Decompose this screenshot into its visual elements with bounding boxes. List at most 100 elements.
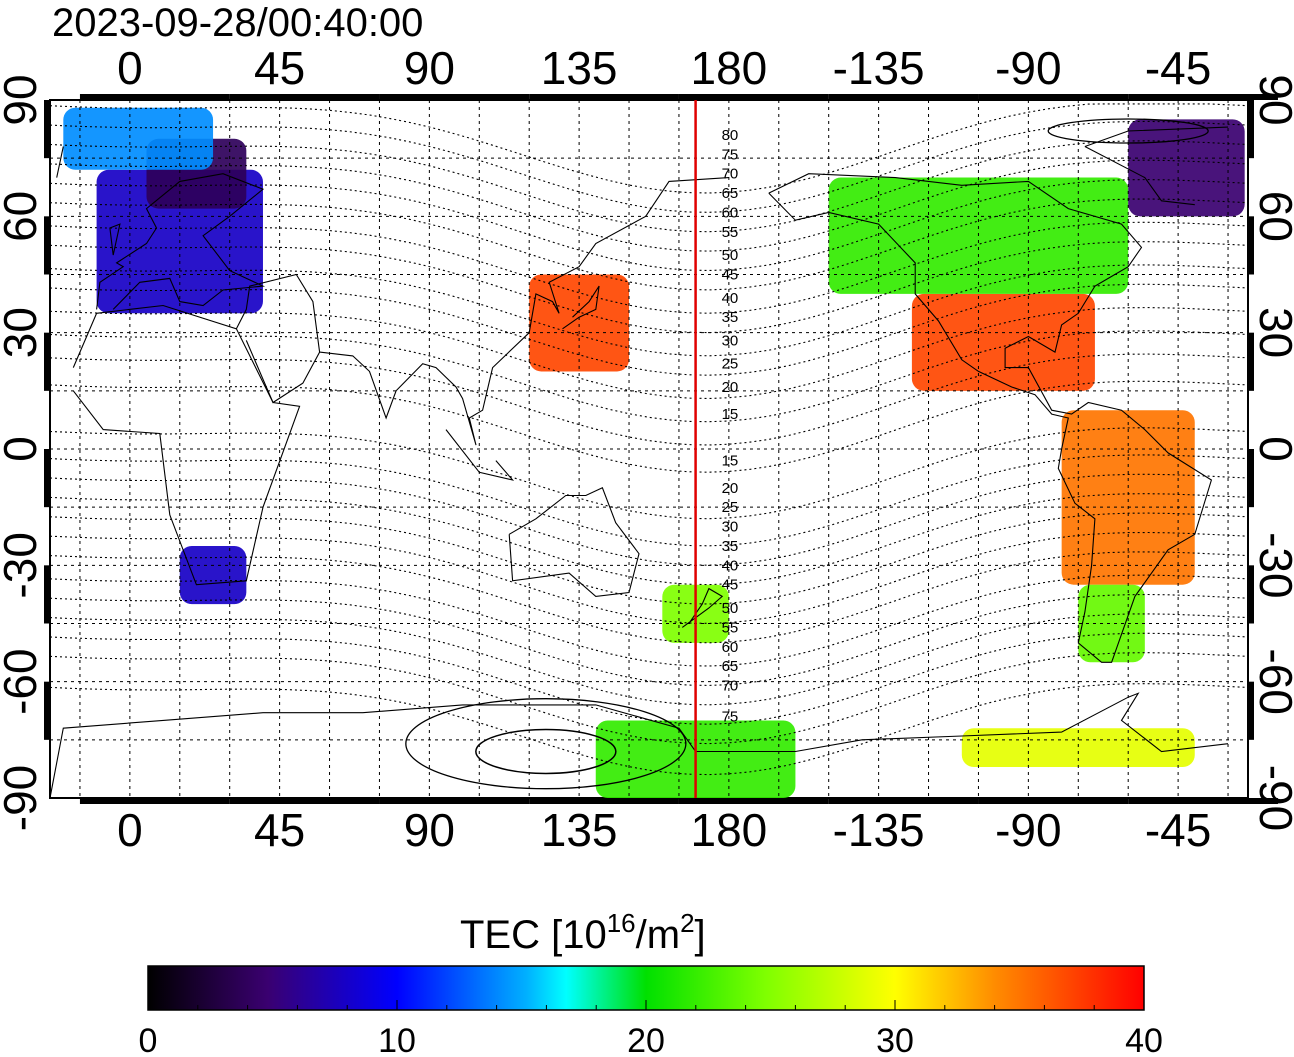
contour-label: 45 (722, 577, 739, 594)
contour-line (50, 198, 1248, 291)
frame-segment (44, 216, 50, 275)
graticule (50, 100, 1248, 798)
contour-line (50, 652, 1248, 745)
frame-segment (79, 94, 230, 100)
frame-segment (1248, 565, 1254, 624)
frame-segment (1248, 332, 1254, 391)
frame-segment (1128, 94, 1278, 100)
contour-line (50, 120, 1248, 213)
colorbar: TEC [1016/m2] 0 10 20 30 40 (139, 908, 1163, 1057)
lon-tick-label-bottom: 45 (254, 804, 305, 856)
lat-tick-label-right: 60 (1250, 191, 1294, 242)
contour-label: 55 (722, 619, 739, 636)
lon-tick-label-bottom: -90 (995, 804, 1061, 856)
coastline (681, 587, 724, 628)
contour-line (50, 531, 1248, 624)
contour-label: 75 (722, 146, 739, 163)
contour-line (50, 307, 1248, 400)
contour-label: 25 (722, 356, 739, 373)
contour-line (50, 512, 1248, 605)
frame-segment (229, 94, 380, 100)
coastline (72, 304, 301, 586)
contour-label: 50 (722, 600, 739, 617)
lon-tick-label-top: -45 (1145, 42, 1211, 94)
contour-label: 30 (722, 519, 739, 536)
lon-tick-label-top: -135 (833, 42, 925, 94)
contour-line (50, 632, 1248, 725)
frame-segment (1248, 449, 1254, 508)
frame-segment (978, 94, 1129, 100)
tec-region-southern-africa (179, 545, 247, 605)
frame-segment (379, 94, 530, 100)
contour-line (50, 179, 1248, 272)
lat-tick-label-right: 0 (1250, 436, 1294, 462)
contour-label: 60 (722, 639, 739, 656)
frame-segment (229, 798, 380, 804)
contour-line (50, 593, 1248, 686)
pole-contour (405, 698, 687, 790)
lat-tick-label-left: 60 (0, 191, 46, 242)
tec-region-arctic-west (63, 107, 214, 170)
contour-label: 35 (722, 309, 739, 326)
lon-tick-label-bottom: 180 (690, 804, 767, 856)
contour-line (50, 427, 1248, 520)
lon-tick-label-bottom: -135 (833, 804, 925, 856)
coastline (109, 223, 121, 256)
colorbar-tick-label: 30 (876, 1022, 914, 1057)
frame-segment (1128, 798, 1278, 804)
contour-line (50, 551, 1248, 644)
contour-line (50, 159, 1248, 252)
coastline (56, 126, 1229, 206)
lon-tick-label-top: 0 (117, 42, 143, 94)
lon-tick-label-top: 45 (254, 42, 305, 94)
contour-label: 60 (722, 204, 739, 221)
frame-segment (678, 798, 829, 804)
lat-tick-label-left: 30 (0, 307, 46, 358)
frame-segment (678, 94, 829, 100)
contour-label: 70 (722, 166, 739, 183)
contour-line (50, 613, 1248, 706)
contour-label: 70 (722, 678, 739, 695)
lon-tick-label-bottom: 90 (404, 804, 455, 856)
frame-segment (1248, 216, 1254, 275)
tec-region-south-america (1061, 410, 1195, 585)
contour-line (50, 493, 1248, 586)
map-panel: 80 75 70 65 60 55 50 45 40 35 30 25 20 15 15 20 25 30 35 40… (44, 94, 1278, 804)
lon-tick-label-top: 90 (404, 42, 455, 94)
colorbar-ticks: 0 10 20 30 40 (139, 1000, 1163, 1057)
lat-axis-right: 90 60 30 0 -30 -60 -90 (1250, 74, 1294, 831)
lon-tick-label-bottom: 135 (541, 804, 618, 856)
tec-region-north-america-south (911, 293, 1095, 391)
tec-region-antarctic-atlantic (961, 728, 1195, 767)
frame-segment (44, 449, 50, 508)
contour-lines (50, 103, 1248, 790)
coastline (562, 285, 600, 330)
lat-tick-label-left: -60 (0, 648, 46, 714)
contour-label: 15 (722, 406, 739, 423)
frame-segment (1248, 100, 1254, 159)
contour-label: 50 (722, 247, 739, 264)
lon-axis-top: 0 45 90 135 180 -135 -90 -45 (117, 42, 1211, 94)
contour-label: 45 (722, 267, 739, 284)
coastline (96, 173, 266, 310)
colorbar-title: TEC [1016/m2] (460, 908, 706, 957)
contour-label: 20 (722, 480, 739, 497)
contour-label: 30 (722, 332, 739, 349)
coastline (50, 692, 1229, 798)
coastlines (50, 126, 1229, 798)
lat-tick-label-right: 30 (1250, 307, 1294, 358)
lon-tick-label-top: 180 (690, 42, 767, 94)
contour-label: 20 (722, 379, 739, 396)
contour-label: 80 (722, 127, 739, 144)
contour-line (50, 353, 1248, 446)
pole-contour (475, 728, 617, 775)
coastline (768, 173, 1213, 663)
axis-frame-ticks (44, 94, 1278, 804)
contour-label: 65 (722, 658, 739, 675)
frame-segment (828, 94, 979, 100)
lat-axis-left: 90 60 30 0 -30 -60 -90 (0, 74, 46, 831)
frame-segment (529, 94, 679, 100)
colorbar-tick-label: 10 (378, 1022, 416, 1057)
contour-line (50, 380, 1248, 473)
